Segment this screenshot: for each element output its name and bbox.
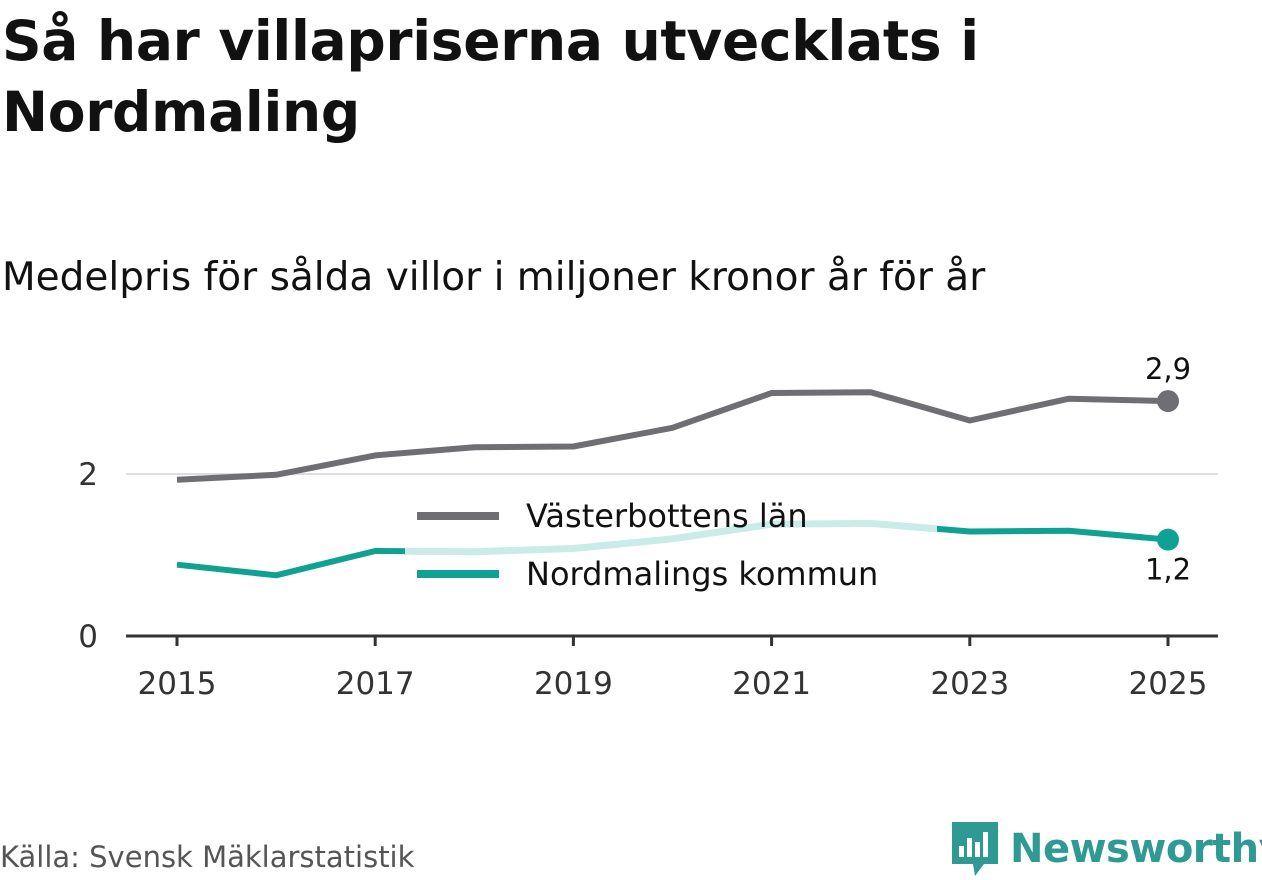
brand-name: Newsworthy xyxy=(1010,826,1262,872)
y-tick-label-2: 2 xyxy=(78,457,98,493)
x-tick-label-2023: 2023 xyxy=(930,666,1009,702)
x-tick-label-2019: 2019 xyxy=(534,666,613,702)
chart-title: Så har villapriserna utvecklats i Nordma… xyxy=(2,9,979,144)
x-tick-label-2017: 2017 xyxy=(336,666,415,702)
end-point-vasterbottens-lan xyxy=(1157,390,1179,413)
end-label-nordmalings-kommun: 1,2 xyxy=(1145,553,1191,587)
newsworthy-logo: Newsworthy xyxy=(950,818,1262,880)
source-note: Källa: Svensk Mäklarstatistik xyxy=(0,840,415,874)
x-tick-label-2025: 2025 xyxy=(1129,666,1208,702)
end-label-vasterbottens-lan: 2,9 xyxy=(1145,352,1191,386)
series-line-nordmalings-kommun-faded xyxy=(405,519,937,556)
x-tick-label-2015: 2015 xyxy=(138,666,217,702)
end-point-nordmalings-kommun xyxy=(1157,528,1179,551)
newsworthy-logo-icon xyxy=(952,822,998,876)
legend-label-nordmalings-kommun: Nordmalings kommun xyxy=(526,555,878,593)
series-line-vasterbottens-lan xyxy=(176,389,1169,483)
y-tick-label-0: 0 xyxy=(78,619,98,655)
chart-subtitle: Medelpris för sålda villor i miljoner kr… xyxy=(2,255,986,300)
x-tick-label-2021: 2021 xyxy=(732,666,811,702)
legend-label-vasterbottens-lan: Västerbottens län xyxy=(526,497,808,535)
